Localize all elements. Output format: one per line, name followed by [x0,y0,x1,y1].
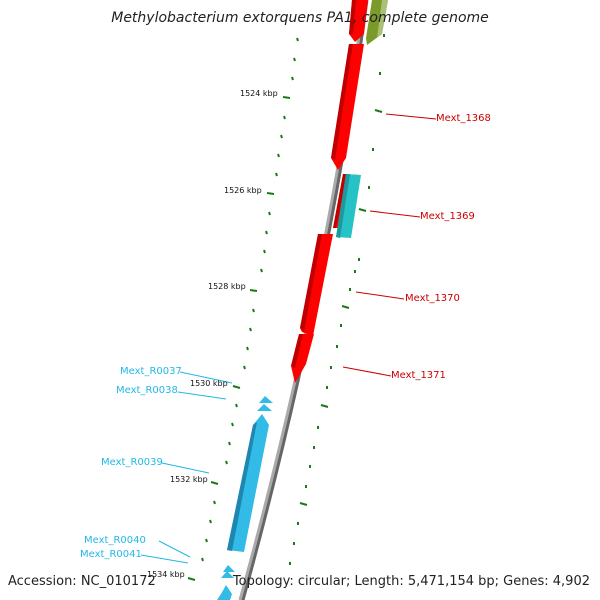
gene-label-mext-1371[interactable]: Mext_1371 [391,370,446,381]
chart-title: Methylobacterium extorquens PA1, complet… [111,10,489,26]
accession-text: Accession: NC_010172 [8,574,156,589]
gene-mext-r0041[interactable] [221,571,234,578]
gene-mext-r0039[interactable] [227,414,269,552]
gene-label-mext-1370[interactable]: Mext_1370 [405,293,460,304]
gene-label-mext-r0040[interactable]: Mext_R0040 [84,535,146,546]
gene-label-mext-1368[interactable]: Mext_1368 [436,113,491,124]
inner-ruler [187,37,299,581]
red-label-connectors [342,113,437,377]
gene-top-red[interactable] [349,0,368,42]
tick-label-1526: 1526 kbp [224,186,262,195]
gene-olive[interactable] [366,0,388,45]
gene-mext-r0037[interactable] [259,396,273,403]
gene-label-mext-1369[interactable]: Mext_1369 [420,211,475,222]
gene-mext-1369-cyan[interactable] [336,174,361,238]
tick-label-1528: 1528 kbp [208,282,246,291]
tick-label-1534: 1534 kbp [147,570,185,579]
tick-label-1530: 1530 kbp [190,379,228,388]
gene-label-mext-r0038[interactable]: Mext_R0038 [116,385,178,396]
tick-label-1524: 1524 kbp [240,89,278,98]
gene-label-mext-r0039[interactable]: Mext_R0039 [101,457,163,468]
topology-text: Topology: circular; Length: 5,471,154 bp… [232,574,590,589]
gene-mext-1371[interactable] [291,334,314,383]
cyan-label-connectors [140,371,233,564]
gene-mext-r0038[interactable] [257,404,272,411]
gene-mext-1370[interactable] [300,234,333,336]
gene-mext-1368[interactable] [331,44,364,170]
gene-mext-r0040[interactable] [223,565,235,572]
gene-label-mext-r0037[interactable]: Mext_R0037 [120,366,182,377]
gene-label-mext-r0041[interactable]: Mext_R0041 [80,549,142,560]
gene-bottom-blue[interactable] [217,585,232,600]
outer-ruler [289,34,385,565]
tick-label-1532: 1532 kbp [170,475,208,484]
